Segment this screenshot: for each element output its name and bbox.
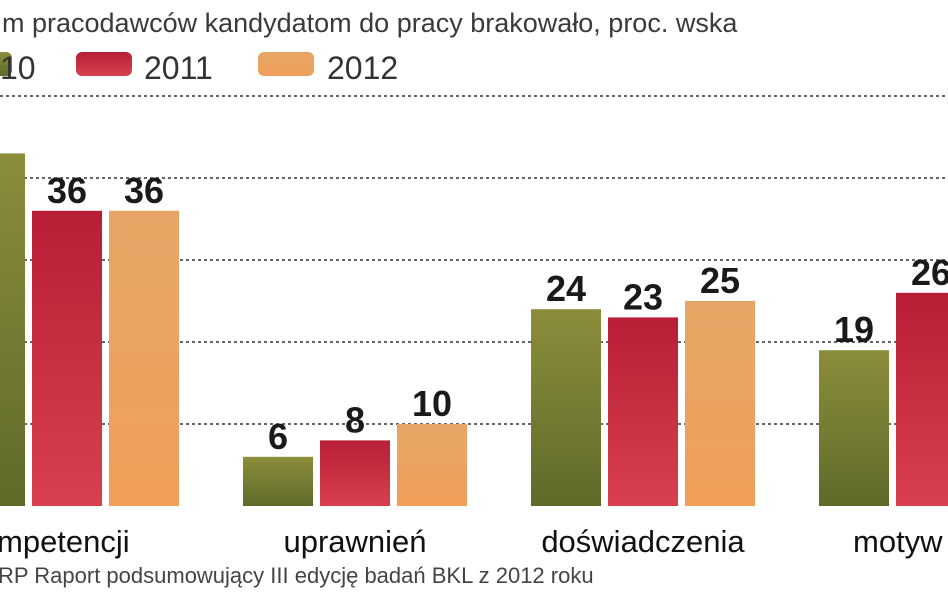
value-label-1-2: 10 xyxy=(412,383,452,424)
bar-1-1 xyxy=(320,440,390,506)
bar-1-0 xyxy=(243,456,313,506)
category-label-0: mpetencji xyxy=(0,524,130,559)
value-label-2-2: 25 xyxy=(700,260,740,301)
bar-2-2 xyxy=(685,301,755,506)
value-label-0-1: 36 xyxy=(47,170,87,211)
legend-label-2011: 2011 xyxy=(144,50,213,86)
value-label-1-0: 6 xyxy=(268,416,288,457)
bars xyxy=(0,153,948,507)
category-label-3: motyw xyxy=(853,524,943,559)
bar-3-1 xyxy=(896,292,948,506)
value-label-3-0: 19 xyxy=(834,309,874,350)
value-label-3-1: 26 xyxy=(911,252,948,293)
legend-swatch-2012 xyxy=(258,52,314,76)
bar-2-1 xyxy=(608,317,678,506)
bar-0-1 xyxy=(32,210,102,507)
category-label-2: doświadczenia xyxy=(541,524,745,559)
value-label-2-1: 23 xyxy=(623,276,663,317)
value-label-1-1: 8 xyxy=(345,399,365,440)
legend-swatch-2011 xyxy=(76,52,132,76)
category-labels: mpetencji uprawnień doświadczenia motyw xyxy=(0,524,943,559)
legend-label-2012: 2012 xyxy=(327,50,398,86)
legend-swatch-2010 xyxy=(0,52,12,76)
bar-3-0 xyxy=(819,350,889,506)
chart-title: m pracodawców kandydatom do pracy brakow… xyxy=(2,8,738,38)
bar-0-0 xyxy=(0,153,25,506)
category-label-1: uprawnień xyxy=(283,524,426,559)
value-labels: 3363668102423251926 xyxy=(0,112,948,456)
bar-1-2 xyxy=(397,424,467,506)
legend: 10 2011 2012 xyxy=(0,50,398,86)
bar-0-2 xyxy=(109,210,179,507)
legend-label-2010: 10 xyxy=(0,50,36,86)
bar-2-0 xyxy=(531,309,601,506)
value-label-2-0: 24 xyxy=(546,268,586,309)
value-label-0-2: 36 xyxy=(124,170,164,211)
source-note: RP Raport podsumowujący III edycję badań… xyxy=(0,563,594,588)
